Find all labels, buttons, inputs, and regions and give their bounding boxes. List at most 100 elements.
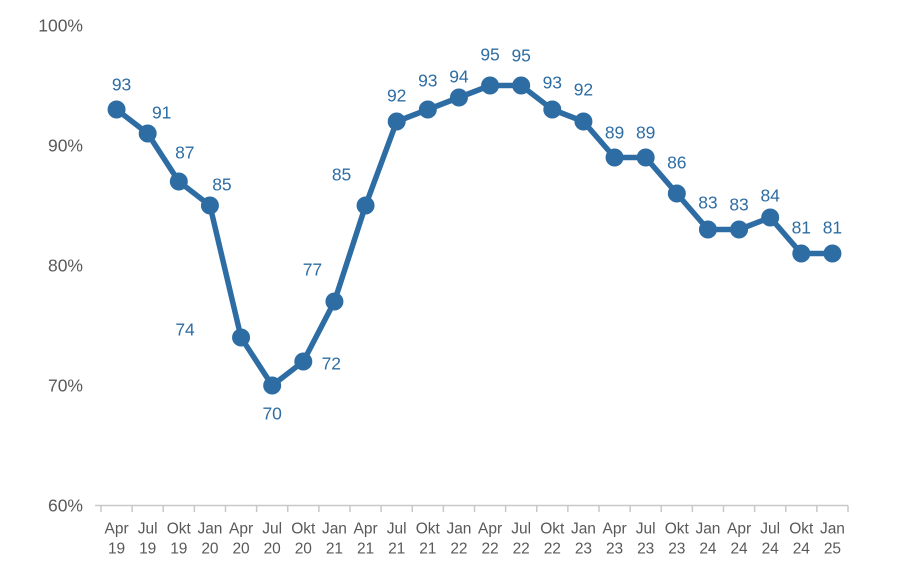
x-axis-label-month: Apr: [727, 521, 751, 538]
x-axis-label-month: Jan: [446, 521, 471, 538]
x-axis-label-month: Apr: [478, 521, 502, 538]
data-point-label: 93: [418, 71, 437, 91]
data-point: [107, 100, 126, 119]
x-axis-label-year: 20: [295, 541, 313, 558]
x-axis-label-month: Jan: [571, 521, 596, 538]
y-axis-label: 100%: [38, 16, 83, 36]
x-axis-label-year: 24: [730, 541, 748, 558]
x-axis-label-year: 22: [450, 541, 467, 558]
x-axis-label-month: Jul: [760, 521, 780, 538]
data-point: [667, 184, 686, 203]
data-point-label: 85: [332, 165, 351, 185]
x-axis-label-month: Okt: [540, 521, 565, 538]
x-axis-label-month: Jul: [138, 521, 158, 538]
data-point: [418, 100, 437, 119]
data-point: [543, 100, 562, 119]
x-axis-label-year: 19: [108, 541, 125, 558]
x-axis-label-month: Jul: [636, 521, 656, 538]
x-axis-label-year: 21: [357, 541, 374, 558]
data-point-label: 93: [112, 75, 131, 95]
x-axis-label-month: Jul: [511, 521, 531, 538]
data-point: [138, 124, 157, 143]
data-point: [387, 112, 406, 131]
x-axis-label-year: 23: [575, 541, 592, 558]
data-point-label: 70: [262, 404, 282, 424]
data-point: [169, 172, 188, 191]
data-point: [574, 112, 593, 131]
x-axis-label-year: 24: [699, 541, 717, 558]
data-point-label: 89: [605, 123, 624, 143]
x-axis-label-year: 22: [481, 541, 498, 558]
x-axis-label-year: 21: [419, 541, 436, 558]
data-point-label: 93: [543, 73, 562, 93]
data-point: [232, 328, 251, 347]
x-axis-label-month: Jul: [387, 521, 407, 538]
data-point: [325, 292, 344, 311]
data-point: [263, 376, 282, 395]
data-point-label: 95: [511, 46, 530, 66]
data-point-label: 85: [212, 175, 231, 195]
data-point-label: 83: [729, 195, 748, 215]
data-point: [730, 220, 749, 239]
x-axis-label-year: 21: [388, 541, 405, 558]
data-point-label: 77: [303, 260, 322, 280]
x-axis-label-month: Jan: [197, 521, 222, 538]
data-point: [761, 208, 780, 227]
x-axis-label-year: 20: [264, 541, 282, 558]
data-point: [823, 244, 842, 263]
data-point-label: 81: [792, 218, 811, 238]
data-point-label: 94: [449, 67, 469, 87]
data-point: [512, 76, 531, 95]
x-axis-label-month: Jan: [322, 521, 347, 538]
data-point: [636, 148, 655, 167]
x-axis-label-month: Apr: [603, 521, 627, 538]
data-point: [294, 352, 313, 371]
data-point: [356, 196, 375, 215]
x-axis-label-month: Jan: [820, 521, 845, 538]
x-axis-label-year: 20: [201, 541, 219, 558]
x-axis-label-year: 20: [232, 541, 250, 558]
x-axis-label-year: 23: [668, 541, 685, 558]
data-point-label: 81: [823, 218, 842, 238]
data-point-label: 83: [698, 193, 717, 213]
x-axis-label-year: 24: [793, 541, 811, 558]
y-axis-label: 70%: [48, 376, 83, 396]
trend-line: [113, 82, 836, 389]
x-axis-label-year: 25: [824, 541, 841, 558]
x-axis-label-year: 19: [139, 541, 156, 558]
data-point: [698, 220, 717, 239]
x-axis-label-year: 22: [544, 541, 561, 558]
data-point-label: 84: [760, 186, 780, 206]
data-point-label: 92: [574, 80, 593, 100]
data-point: [605, 148, 624, 167]
x-axis-label-year: 23: [606, 541, 623, 558]
y-axis-label: 90%: [48, 136, 83, 156]
x-axis-label-month: Apr: [354, 521, 378, 538]
x-axis-label-year: 23: [637, 541, 654, 558]
data-point-label: 89: [636, 123, 655, 143]
data-point-label: 87: [175, 143, 194, 163]
data-point-label: 91: [152, 103, 171, 123]
x-axis-label-month: Okt: [665, 521, 690, 538]
x-axis-label-month: Apr: [229, 521, 253, 538]
x-axis-label-month: Apr: [105, 521, 129, 538]
x-axis-label-year: 19: [170, 541, 187, 558]
data-point-label: 92: [387, 86, 406, 106]
data-point: [792, 244, 811, 263]
data-point-label: 95: [480, 45, 499, 65]
x-axis-label-month: Okt: [416, 521, 441, 538]
data-point-label: 72: [322, 354, 341, 374]
x-axis-label-month: Jan: [695, 521, 720, 538]
y-axis-label: 80%: [48, 256, 83, 276]
x-axis-label-month: Jul: [262, 521, 282, 538]
x-axis-label-year: 21: [326, 541, 343, 558]
data-point: [200, 196, 219, 215]
x-axis-label-year: 22: [513, 541, 530, 558]
data-point: [481, 76, 500, 95]
y-axis-label: 60%: [48, 496, 83, 516]
data-point: [449, 88, 468, 107]
x-axis-label-month: Okt: [167, 521, 192, 538]
x-axis-label-month: Okt: [291, 521, 316, 538]
